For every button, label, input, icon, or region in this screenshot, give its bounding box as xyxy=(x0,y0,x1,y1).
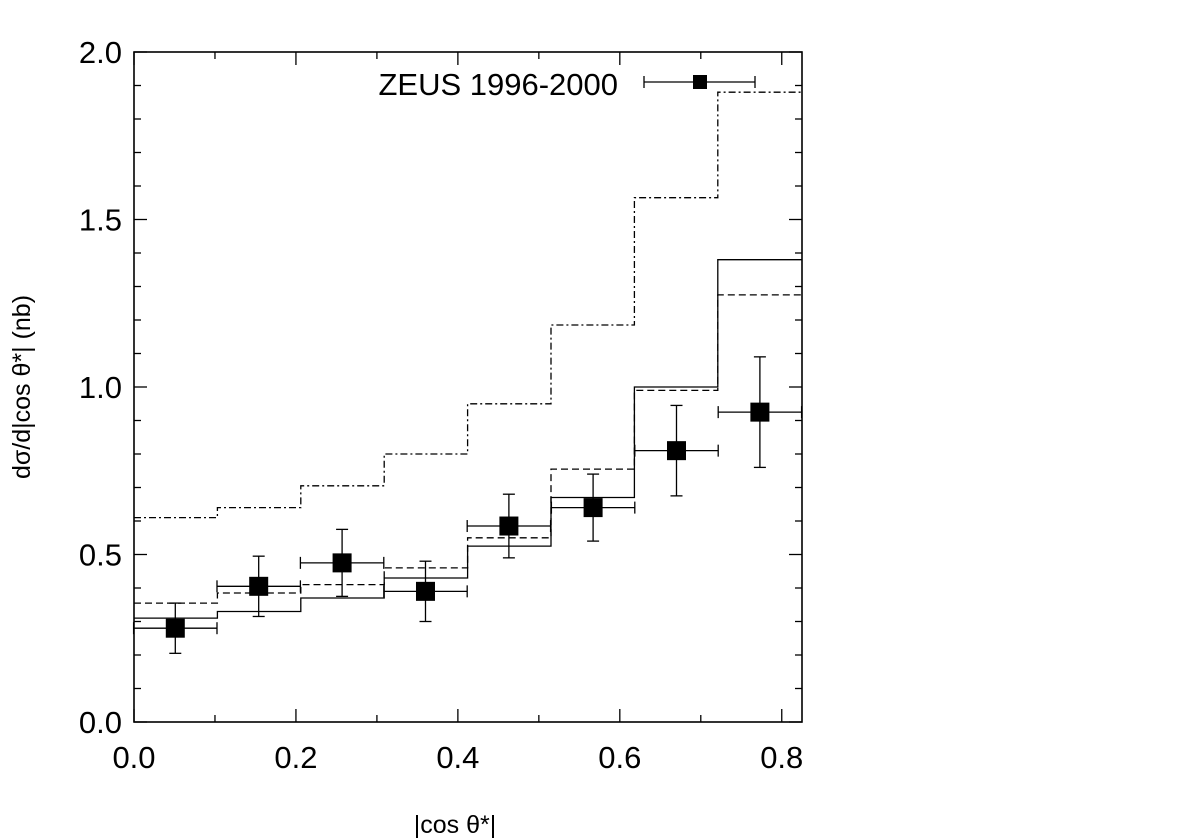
data-point xyxy=(550,473,636,542)
data-marker xyxy=(583,498,603,518)
data-point xyxy=(466,493,552,559)
y-tick-label: 2.0 xyxy=(79,35,122,70)
data-point xyxy=(383,560,468,623)
histogram-series-dashed xyxy=(134,294,802,604)
legend-label: ZEUS 1996-2000 xyxy=(378,67,618,102)
x-tick-label: 0.8 xyxy=(760,740,803,775)
x-tick-label: 0.0 xyxy=(112,740,155,775)
y-tick-label: 1.5 xyxy=(79,203,122,238)
legend-marker xyxy=(643,75,756,89)
histogram-series-solid xyxy=(134,259,802,619)
data-marker xyxy=(499,516,519,536)
x-axis-title: |cos θ*| xyxy=(414,811,496,839)
data-marker xyxy=(332,553,352,573)
histogram-series-dash-dot xyxy=(134,91,802,519)
data-layer xyxy=(132,356,803,654)
legend: ZEUS 1996-2000 xyxy=(378,67,756,102)
x-tick-label: 0.4 xyxy=(436,740,479,775)
series-layer xyxy=(134,91,802,619)
y-tick-label: 1.0 xyxy=(79,370,122,405)
data-marker xyxy=(415,581,435,601)
data-marker xyxy=(249,576,269,596)
legend-marker-square xyxy=(693,75,707,89)
data-point xyxy=(132,602,218,654)
data-point xyxy=(299,528,385,598)
ticks-layer xyxy=(133,51,802,723)
x-tick-label: 0.2 xyxy=(274,740,317,775)
data-marker xyxy=(165,618,185,638)
x-tick-label: 0.6 xyxy=(598,740,641,775)
data-point xyxy=(216,555,302,618)
data-point xyxy=(634,404,719,497)
data-marker xyxy=(666,441,686,461)
data-marker xyxy=(750,402,770,422)
y-axis-title: dσ/d|cos θ*| (nb) xyxy=(8,295,36,479)
y-tick-label: 0.5 xyxy=(79,538,122,573)
data-point xyxy=(717,356,803,469)
labels-layer: 0.0 0.2 0.4 0.6 0.8 0.0 0.5 1.0 1.5 2.0 xyxy=(79,35,803,775)
y-tick-label: 0.0 xyxy=(79,705,122,740)
